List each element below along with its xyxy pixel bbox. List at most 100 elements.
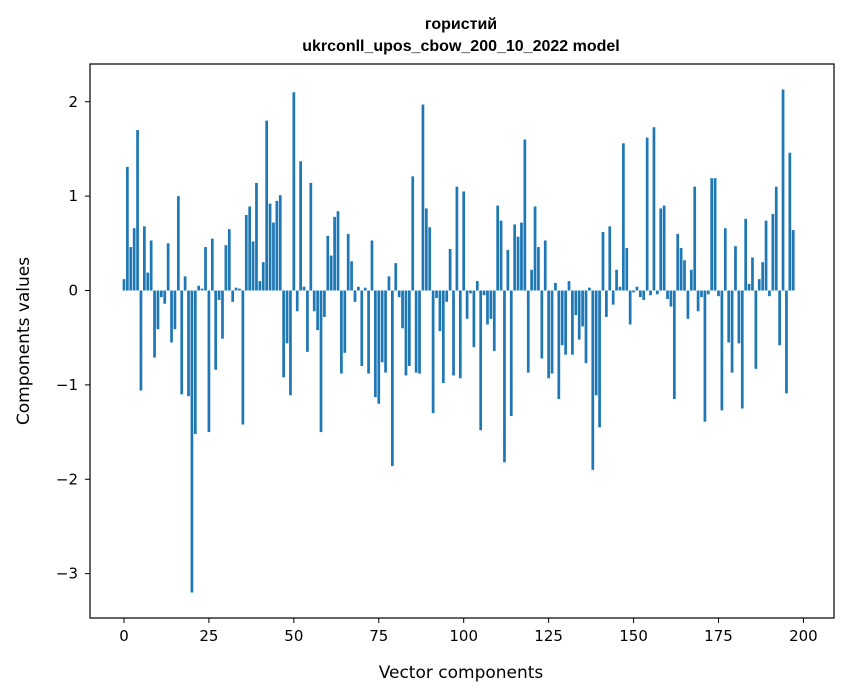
bar: [757, 279, 761, 291]
bar: [312, 290, 316, 312]
bar: [159, 290, 163, 298]
bar: [730, 290, 734, 373]
bar: [353, 290, 357, 302]
bar: [452, 290, 455, 376]
bar: [598, 290, 601, 428]
bar: [567, 281, 571, 291]
bar: [513, 224, 517, 291]
bar: [435, 290, 438, 299]
bar: [482, 290, 486, 296]
bar: [785, 290, 788, 394]
bar: [550, 290, 554, 374]
bar: [581, 290, 584, 327]
bar: [285, 290, 289, 344]
bar: [526, 290, 530, 373]
bar: [272, 222, 275, 291]
bar: [397, 290, 401, 298]
bar: [693, 186, 697, 291]
bar: [227, 229, 231, 291]
bar: [547, 290, 550, 379]
bar: [618, 286, 622, 291]
bar: [180, 290, 184, 395]
x-tick-label: 150: [619, 627, 648, 645]
bar: [391, 290, 394, 467]
bar: [374, 290, 377, 398]
bar: [221, 290, 224, 339]
bar: [360, 290, 364, 367]
bar: [455, 186, 459, 291]
bar: [424, 208, 428, 291]
bar: [326, 235, 330, 291]
bar: [469, 290, 472, 294]
bar: [594, 290, 598, 396]
bar: [571, 290, 574, 355]
bar: [503, 290, 506, 463]
bar: [543, 240, 547, 291]
bar: [418, 290, 421, 374]
bar: [465, 290, 469, 319]
bar: [207, 290, 211, 433]
bar: [261, 262, 265, 291]
bar: [316, 290, 319, 331]
bar: [645, 137, 649, 291]
bar: [299, 161, 302, 291]
bar: [224, 245, 228, 291]
bar: [302, 286, 306, 291]
bar: [329, 255, 333, 291]
bar: [496, 205, 500, 291]
bar: [689, 269, 693, 291]
bar: [774, 186, 778, 291]
bar: [367, 290, 370, 374]
bar: [340, 290, 343, 374]
bar: [672, 290, 676, 400]
bar: [669, 290, 673, 307]
bar: [380, 290, 384, 363]
bar: [411, 176, 415, 291]
bar: [278, 195, 282, 291]
bar: [448, 248, 452, 291]
bar: [588, 287, 591, 291]
bar: [703, 290, 707, 422]
bar: [251, 241, 255, 291]
bar: [723, 228, 727, 291]
x-tick-label: 25: [199, 627, 218, 645]
bar: [190, 290, 194, 593]
x-tick-label: 200: [789, 627, 818, 645]
bar: [146, 272, 150, 291]
bar: [200, 288, 204, 291]
y-tick-label: −1: [56, 376, 78, 394]
bar: [244, 215, 248, 291]
plot-frame: [89, 63, 835, 619]
bar: [649, 290, 652, 296]
x-axis-ticks: 0 25 50 75 100 125 150 175 200: [119, 618, 818, 645]
bar: [479, 290, 483, 431]
bar: [441, 290, 445, 383]
bar: [662, 205, 666, 291]
bar: [132, 228, 136, 291]
bars-group: [122, 89, 795, 593]
bar: [210, 238, 214, 291]
bar: [214, 290, 218, 370]
bar: [363, 287, 367, 291]
bar: [170, 290, 173, 343]
bar: [176, 196, 180, 291]
bar: [560, 290, 564, 346]
bar: [781, 89, 785, 291]
bar: [238, 288, 241, 291]
x-axis-label: Vector components: [379, 663, 544, 683]
bar: [404, 290, 408, 376]
bar: [173, 290, 177, 330]
bar: [336, 211, 340, 291]
bar: [506, 249, 510, 291]
bar: [788, 152, 792, 291]
x-tick-label: 0: [119, 627, 129, 645]
bar: [445, 290, 449, 302]
bar: [720, 290, 724, 411]
x-tick-label: 100: [449, 627, 478, 645]
bar: [126, 166, 129, 291]
bar: [622, 143, 625, 291]
bar: [659, 208, 663, 291]
bar: [387, 276, 391, 291]
bar: [323, 290, 326, 317]
bar: [401, 290, 404, 329]
